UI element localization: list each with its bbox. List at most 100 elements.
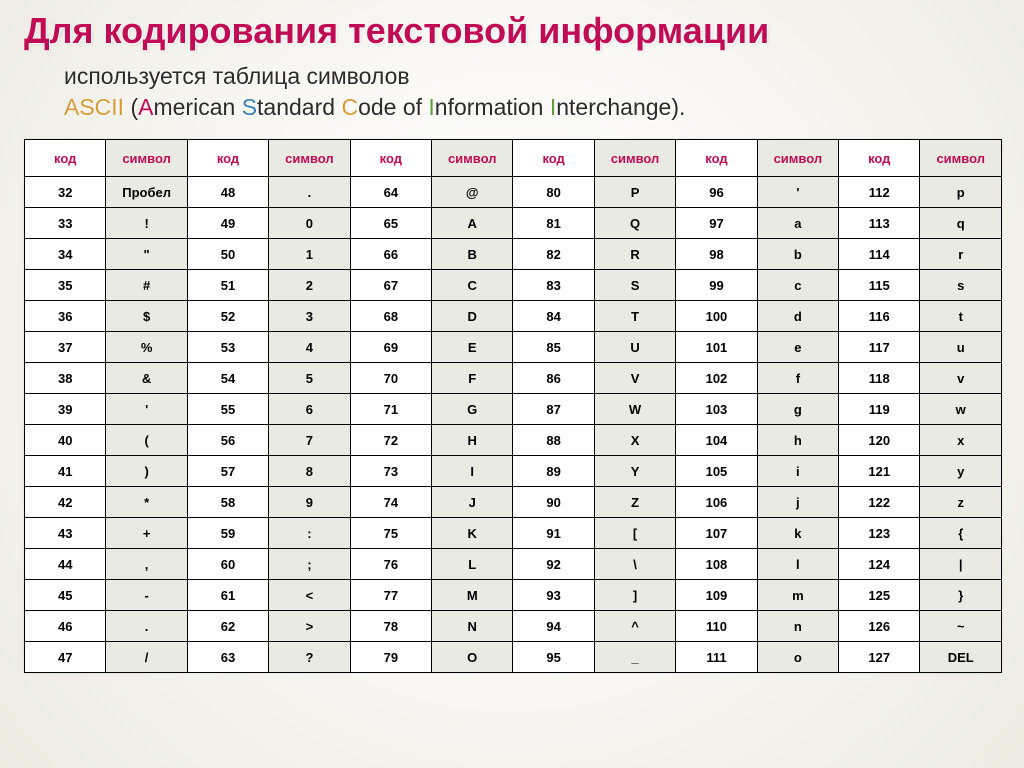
code-cell: 115 <box>839 270 920 301</box>
table-row: 37%53469E85U101e117u <box>25 332 1002 363</box>
code-cell: 66 <box>350 239 431 270</box>
symbol-cell: j <box>757 487 838 518</box>
code-cell: 85 <box>513 332 594 363</box>
table-row: 36$52368D84T100d116t <box>25 301 1002 332</box>
code-cell: 42 <box>25 487 106 518</box>
code-cell: 92 <box>513 549 594 580</box>
code-cell: 93 <box>513 580 594 611</box>
symbol-cell: N <box>432 611 513 642</box>
header-symbol: символ <box>920 140 1002 177</box>
symbol-cell: > <box>269 611 350 642</box>
header-code: код <box>839 140 920 177</box>
code-cell: 108 <box>676 549 757 580</box>
code-cell: 40 <box>25 425 106 456</box>
code-cell: 121 <box>839 456 920 487</box>
header-code: код <box>513 140 594 177</box>
symbol-cell: W <box>594 394 675 425</box>
symbol-cell: ] <box>594 580 675 611</box>
symbol-cell: { <box>920 518 1002 549</box>
symbol-cell: * <box>106 487 187 518</box>
symbol-cell: B <box>432 239 513 270</box>
code-cell: 127 <box>839 642 920 673</box>
header-code: код <box>25 140 106 177</box>
code-cell: 35 <box>25 270 106 301</box>
header-symbol: символ <box>432 140 513 177</box>
symbol-cell: \ <box>594 549 675 580</box>
code-cell: 69 <box>350 332 431 363</box>
code-cell: 75 <box>350 518 431 549</box>
code-cell: 104 <box>676 425 757 456</box>
code-cell: 87 <box>513 394 594 425</box>
code-cell: 58 <box>187 487 268 518</box>
code-cell: 94 <box>513 611 594 642</box>
code-cell: 70 <box>350 363 431 394</box>
symbol-cell: C <box>432 270 513 301</box>
header-symbol: символ <box>269 140 350 177</box>
header-code: код <box>187 140 268 177</box>
symbol-cell: o <box>757 642 838 673</box>
code-cell: 89 <box>513 456 594 487</box>
code-cell: 62 <box>187 611 268 642</box>
table-row: 32Пробел48.64@80P96'112p <box>25 177 1002 208</box>
code-cell: 57 <box>187 456 268 487</box>
acronym-i-rest: nformation <box>435 94 550 120</box>
symbol-cell: e <box>757 332 838 363</box>
symbol-cell: Пробел <box>106 177 187 208</box>
symbol-cell: A <box>432 208 513 239</box>
symbol-cell: q <box>920 208 1002 239</box>
table-row: 41)57873I89Y105i121y <box>25 456 1002 487</box>
code-cell: 103 <box>676 394 757 425</box>
symbol-cell: / <box>106 642 187 673</box>
code-cell: 76 <box>350 549 431 580</box>
code-cell: 56 <box>187 425 268 456</box>
code-cell: 110 <box>676 611 757 642</box>
table-row: 34"50166B82R98b114r <box>25 239 1002 270</box>
symbol-cell: ; <box>269 549 350 580</box>
symbol-cell: 1 <box>269 239 350 270</box>
symbol-cell: x <box>920 425 1002 456</box>
code-cell: 112 <box>839 177 920 208</box>
symbol-cell: U <box>594 332 675 363</box>
symbol-cell: 9 <box>269 487 350 518</box>
header-code: код <box>676 140 757 177</box>
symbol-cell: . <box>269 177 350 208</box>
symbol-cell: R <box>594 239 675 270</box>
code-cell: 68 <box>350 301 431 332</box>
symbol-cell: Z <box>594 487 675 518</box>
code-cell: 48 <box>187 177 268 208</box>
code-cell: 72 <box>350 425 431 456</box>
code-cell: 36 <box>25 301 106 332</box>
code-cell: 49 <box>187 208 268 239</box>
symbol-cell: g <box>757 394 838 425</box>
code-cell: 125 <box>839 580 920 611</box>
code-cell: 107 <box>676 518 757 549</box>
symbol-cell: 3 <box>269 301 350 332</box>
code-cell: 102 <box>676 363 757 394</box>
symbol-cell: + <box>106 518 187 549</box>
code-cell: 52 <box>187 301 268 332</box>
symbol-cell: K <box>432 518 513 549</box>
code-cell: 46 <box>25 611 106 642</box>
ascii-header-row: кодсимволкодсимволкодсимволкодсимволкодс… <box>25 140 1002 177</box>
symbol-cell: V <box>594 363 675 394</box>
code-cell: 33 <box>25 208 106 239</box>
code-cell: 96 <box>676 177 757 208</box>
code-cell: 86 <box>513 363 594 394</box>
code-cell: 74 <box>350 487 431 518</box>
code-cell: 95 <box>513 642 594 673</box>
page-title: Для кодирования текстовой информации <box>24 10 1000 51</box>
symbol-cell: h <box>757 425 838 456</box>
code-cell: 34 <box>25 239 106 270</box>
symbol-cell: I <box>432 456 513 487</box>
code-cell: 79 <box>350 642 431 673</box>
header-symbol: символ <box>106 140 187 177</box>
symbol-cell: c <box>757 270 838 301</box>
acronym-a: A <box>138 94 153 120</box>
symbol-cell: , <box>106 549 187 580</box>
symbol-cell: _ <box>594 642 675 673</box>
symbol-cell: J <box>432 487 513 518</box>
table-row: 46.62>78N94^110n126~ <box>25 611 1002 642</box>
symbol-cell: H <box>432 425 513 456</box>
code-cell: 118 <box>839 363 920 394</box>
code-cell: 50 <box>187 239 268 270</box>
